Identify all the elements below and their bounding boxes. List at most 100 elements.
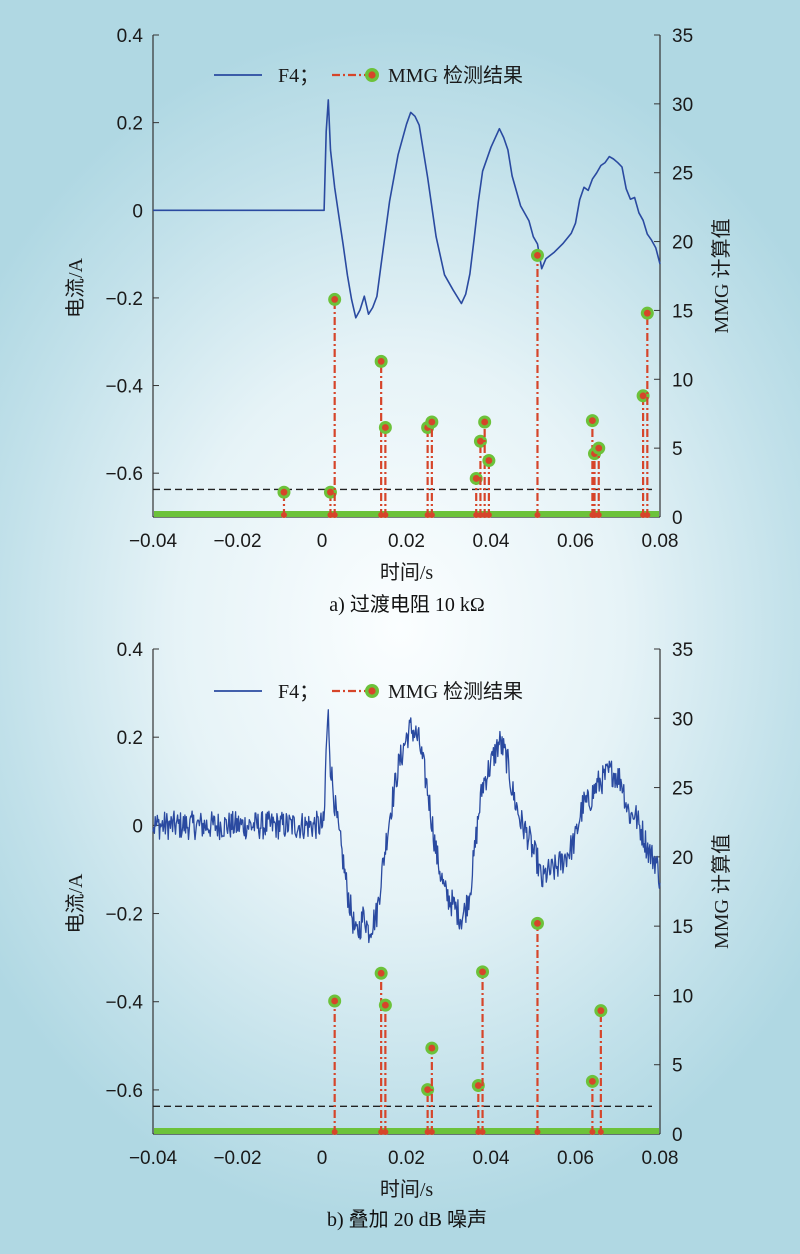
mmg-marker-center [428,1044,436,1052]
mmg-marker-center [381,1001,389,1009]
mmg-marker-center [424,1086,432,1094]
mmg-marker-center [597,1007,605,1015]
mmg-stem-base [640,512,647,518]
y2-axis-label: MMG 计算值 [710,218,733,333]
y2-tick-label: 20 [672,233,693,254]
y2-tick-label: 25 [672,779,693,800]
mmg-marker-center [377,969,385,977]
mmg-marker-center [481,418,489,426]
f4-current-line [152,709,661,944]
mmg-stem-base [534,512,541,518]
mmg-marker-center [381,424,389,431]
panel-caption: a) 过渡电阻 10 kΩ [329,593,484,616]
y2-tick-label: 5 [672,1056,683,1077]
mmg-marker-center [534,251,541,259]
mmg-stem-base [280,512,287,518]
mmg-marker-center [479,968,486,976]
x-tick-label: −0.04 [129,531,178,552]
mmg-marker-center [331,997,339,1005]
mmg-stem-base [327,512,334,518]
mmg-marker-center [589,1077,596,1085]
mmg-marker-center [595,444,603,452]
y2-tick-label: 35 [672,640,693,661]
y2-tick-label: 10 [672,370,693,391]
mmg-baseline [154,511,659,517]
mmg-marker-center [477,437,484,445]
mmg-stem-base [424,512,431,518]
mmg-stem-base [534,1129,541,1135]
x-tick-label: 0.02 [388,531,425,552]
x-tick-label: 0.02 [388,1148,425,1169]
y2-tick-label: 15 [672,301,693,322]
y-axis-label: 电流/A [64,873,87,934]
x-tick-label: −0.02 [213,531,261,552]
y2-tick-label: 35 [672,26,693,47]
mmg-stem-base [591,512,598,518]
y2-axis-label: MMG 计算值 [710,834,733,949]
mmg-stem-base [331,1129,338,1135]
mmg-marker-center [589,417,596,424]
mmg-stem-base [477,512,484,518]
mmg-stem-base [479,1129,486,1135]
y-tick-label: 0.2 [117,114,143,135]
y-tick-label: −0.4 [105,993,143,1014]
mmg-stem-base [378,512,385,518]
mmg-marker-center [485,457,493,464]
y2-tick-label: 10 [672,986,693,1007]
mmg-stem-base [428,1129,435,1135]
mmg-marker-center [327,488,334,496]
legend-mmg-marker-center [368,71,376,79]
mmg-stem-base [589,1129,596,1135]
y2-tick-label: 5 [672,439,683,460]
chart-panel-a: 0.4 0.2 0 −0.2 −0.4 −0.6 35 30 25 20 15 10 5 0 −0.04 −0… [64,26,733,616]
mmg-stem-base [331,512,338,518]
y-tick-label: 0.2 [117,728,143,749]
legend-f4-label: F4； [278,681,319,703]
mmg-stem-base [485,512,492,518]
y2-tick-label: 25 [672,164,693,185]
y-tick-label: −0.2 [105,289,143,310]
x-tick-label: −0.04 [129,1148,178,1169]
chart-panel-b: 0.4 0.2 0 −0.2 −0.4 −0.6 35 30 25 20 15 10 5 0 −0.04 −0… [64,640,733,1231]
panel-caption: b) 叠加 20 dB 噪声 [327,1208,487,1231]
mmg-marker-center [428,418,436,426]
mmg-stem-base [378,1129,385,1135]
mmg-stem-base [428,512,435,518]
x-axis-label: 时间/s [380,1178,434,1201]
y-tick-label: −0.6 [105,464,143,485]
f4-current-line [153,99,661,319]
mmg-stem-base [481,512,488,518]
y-tick-label: 0 [132,201,143,222]
mmg-stem-base [644,512,651,518]
x-tick-label: 0 [317,531,328,552]
mmg-marker-center [280,488,288,496]
mmg-baseline [154,1128,659,1134]
mmg-marker-center [534,919,541,927]
x-tick-label: 0 [317,1148,328,1169]
x-tick-label: −0.02 [213,1148,261,1169]
legend-f4-label: F4； [278,65,319,87]
y-tick-label: −0.6 [105,1081,143,1102]
y-tick-label: 0.4 [117,640,144,661]
mmg-marker-center [474,1082,482,1089]
y2-tick-label: 0 [672,508,683,529]
legend-mmg-label: MMG 检测结果 [388,680,523,703]
mmg-marker-center [472,475,480,482]
mmg-stem-base [473,512,480,518]
mmg-stem-base [597,1129,604,1135]
x-tick-label: 0.08 [642,531,679,552]
y2-tick-label: 30 [672,709,693,730]
mmg-marker-center [639,392,647,400]
x-tick-label: 0.08 [642,1148,679,1169]
mmg-stem-base [475,1129,482,1135]
y-tick-label: −0.2 [105,905,143,926]
y2-tick-label: 0 [672,1125,683,1146]
x-tick-label: 0.04 [473,1148,510,1169]
mmg-stem-base [595,512,602,518]
y-tick-label: −0.4 [105,377,143,398]
mmg-stem-base [424,1129,431,1135]
mmg-stem-base [382,512,389,518]
legend-mmg-marker-center [368,687,376,695]
x-axis-label: 时间/s [380,561,434,584]
x-tick-label: 0.04 [473,531,510,552]
